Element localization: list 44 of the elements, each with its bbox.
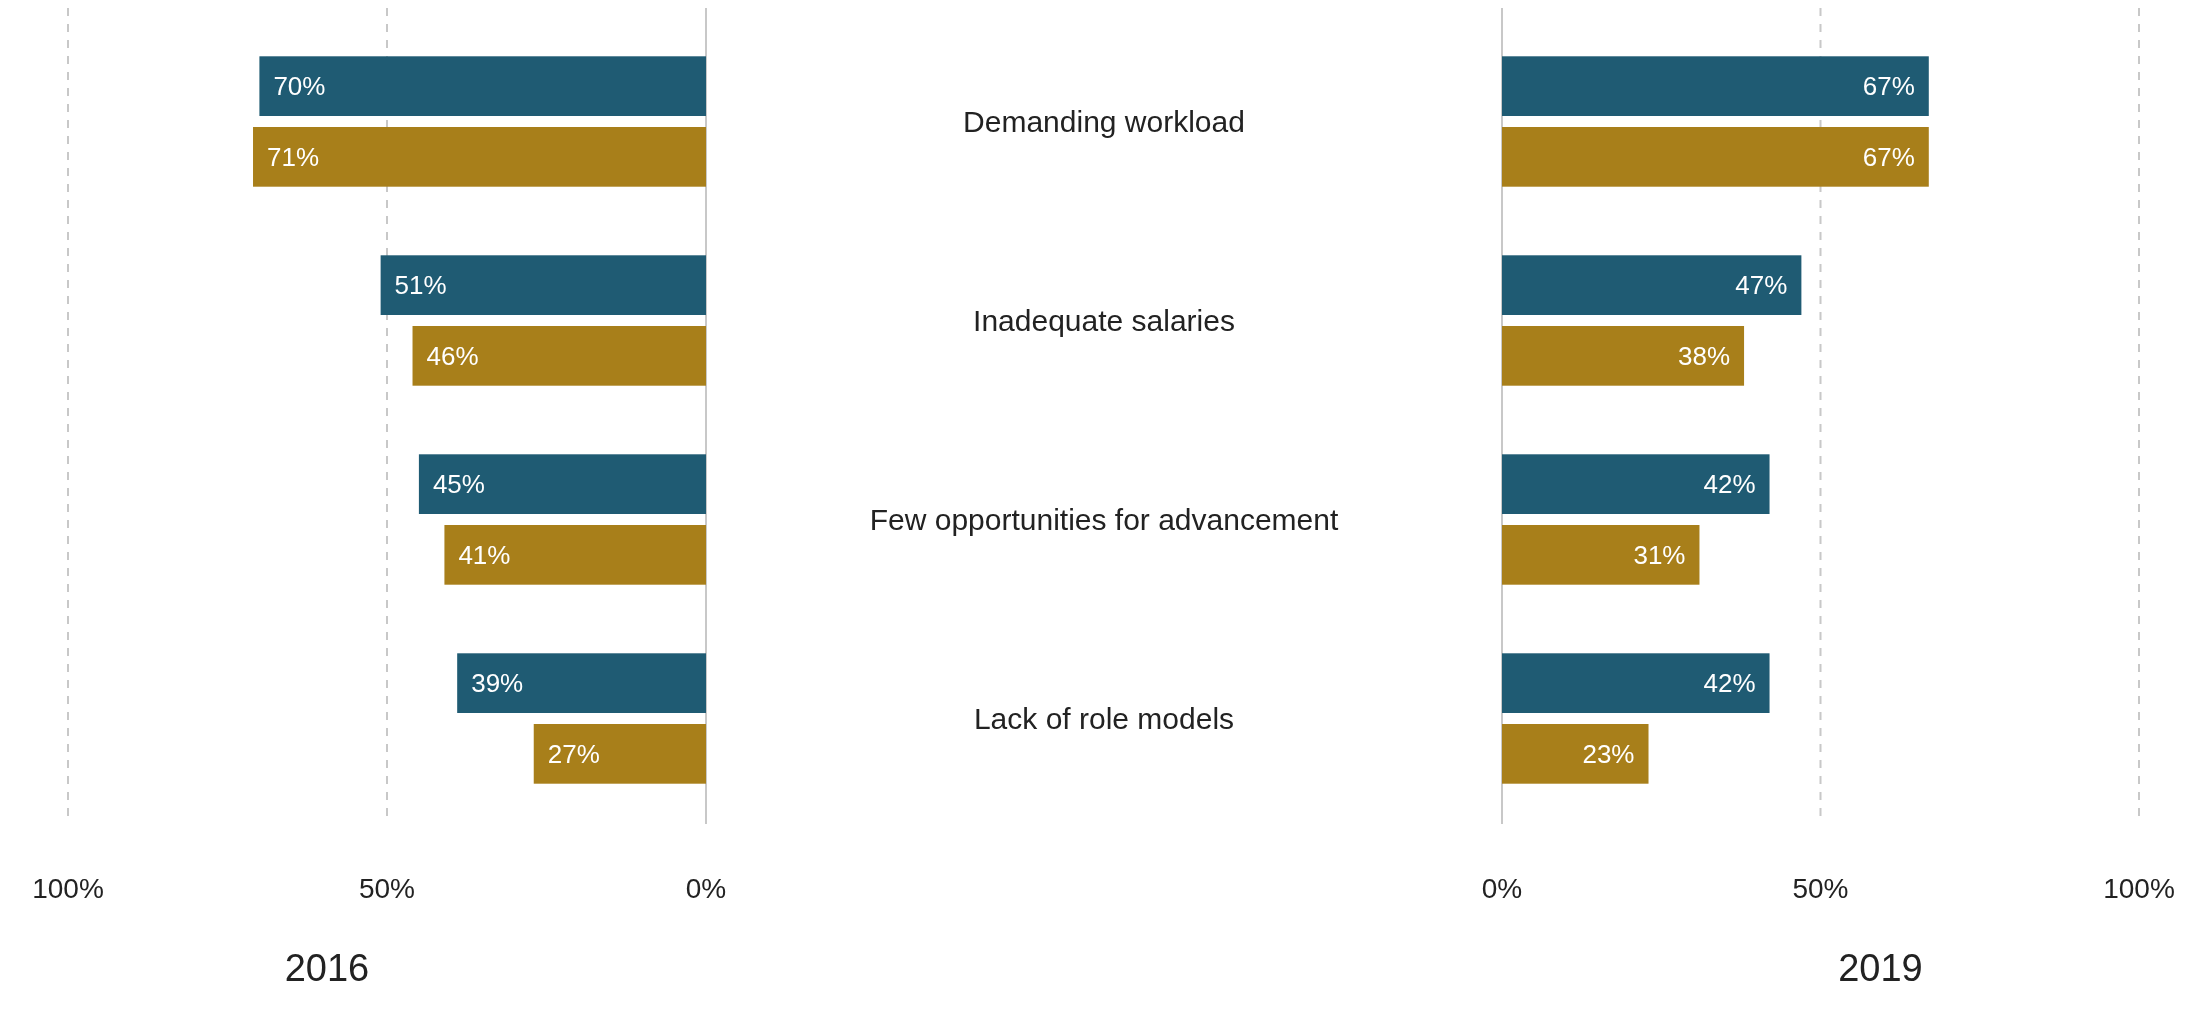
bar — [412, 326, 706, 386]
bar — [1502, 653, 1770, 713]
y-tick-label: Lack of role models — [973, 702, 1235, 735]
x-tick-label: 0% — [1481, 872, 1523, 904]
x-tick-label: 100% — [2103, 872, 2175, 904]
bar — [418, 454, 706, 514]
data-label: 51% — [394, 270, 447, 301]
bar — [1502, 56, 1929, 116]
data-label: 67% — [1862, 141, 1915, 172]
data-label: 67% — [1862, 71, 1915, 102]
bar — [457, 653, 706, 713]
data-label: 45% — [432, 469, 485, 500]
data-label: 31% — [1633, 539, 1686, 570]
data-label: 71% — [267, 141, 320, 172]
data-label: 47% — [1735, 270, 1788, 301]
bar — [380, 255, 706, 315]
x-tick-label: 50% — [1792, 872, 1849, 904]
x-axis-title: 2019 — [1838, 947, 1923, 990]
data-label: 41% — [458, 539, 511, 570]
data-label: 42% — [1703, 668, 1756, 699]
bar — [253, 127, 706, 187]
bar — [1502, 255, 1802, 315]
x-axis-title: 2016 — [284, 947, 370, 990]
x-tick-label: 50% — [358, 872, 416, 904]
x-tick-label: 0% — [685, 872, 727, 904]
data-label: 42% — [1703, 469, 1756, 500]
x-tick-label: 100% — [32, 872, 104, 904]
bar — [1502, 326, 1745, 386]
bar — [1502, 525, 1700, 585]
y-tick-label: Demanding workload — [963, 105, 1245, 138]
y-tick-label: Inadequate salaries — [973, 304, 1235, 337]
bar — [444, 525, 706, 585]
data-label: 23% — [1582, 738, 1635, 769]
data-label: 39% — [471, 668, 524, 699]
bar — [1502, 724, 1649, 784]
y-tick-label: Few opportunities for advancement — [869, 503, 1339, 536]
data-label: 38% — [1678, 340, 1731, 371]
bar — [533, 724, 706, 784]
data-label: 46% — [426, 340, 479, 371]
bar — [1502, 454, 1770, 514]
bar — [1502, 127, 1929, 187]
bar — [259, 56, 706, 116]
data-label: 27% — [547, 738, 600, 769]
data-label: 70% — [273, 71, 326, 102]
